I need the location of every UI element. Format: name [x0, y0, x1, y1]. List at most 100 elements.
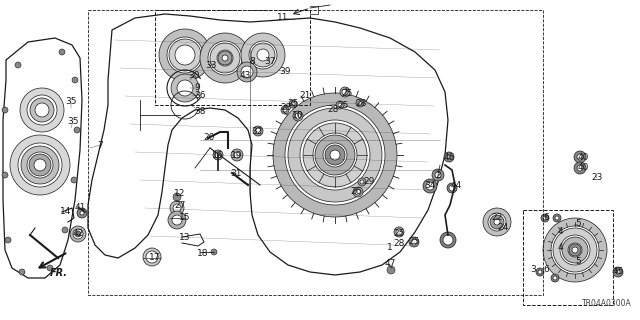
Circle shape: [215, 152, 221, 158]
Circle shape: [569, 244, 581, 256]
Text: 28: 28: [394, 239, 404, 249]
Circle shape: [432, 169, 444, 181]
Circle shape: [10, 135, 70, 195]
Circle shape: [353, 187, 363, 197]
Circle shape: [449, 185, 455, 191]
Circle shape: [237, 62, 257, 82]
Circle shape: [291, 102, 295, 106]
Circle shape: [411, 239, 417, 245]
Text: 28: 28: [280, 102, 292, 111]
Circle shape: [338, 103, 342, 107]
Circle shape: [409, 237, 419, 247]
Circle shape: [330, 150, 340, 160]
Circle shape: [616, 270, 620, 274]
Circle shape: [2, 172, 8, 178]
Circle shape: [218, 51, 232, 65]
Text: 4: 4: [557, 244, 563, 252]
Text: 19: 19: [231, 150, 243, 159]
Circle shape: [211, 249, 217, 255]
Circle shape: [444, 152, 454, 162]
Circle shape: [355, 189, 361, 195]
Circle shape: [325, 145, 345, 165]
Text: TR04A0300A: TR04A0300A: [582, 299, 632, 308]
Circle shape: [20, 88, 64, 132]
Circle shape: [543, 216, 547, 220]
Circle shape: [494, 219, 500, 225]
Text: 38: 38: [195, 107, 205, 116]
Circle shape: [72, 77, 78, 83]
Text: 11: 11: [277, 13, 289, 22]
Text: 23: 23: [591, 173, 603, 182]
Text: 18: 18: [197, 249, 209, 258]
Circle shape: [490, 215, 504, 229]
Text: 35: 35: [65, 98, 77, 107]
Text: 15: 15: [179, 212, 191, 221]
Circle shape: [170, 201, 184, 215]
Circle shape: [572, 247, 578, 253]
Circle shape: [440, 232, 456, 248]
Text: 10: 10: [292, 111, 304, 121]
Circle shape: [435, 172, 441, 178]
Text: 25: 25: [394, 228, 404, 237]
Circle shape: [73, 229, 83, 239]
Text: 22: 22: [492, 213, 502, 222]
Text: 42: 42: [72, 228, 84, 237]
Circle shape: [426, 182, 434, 190]
Text: 45: 45: [612, 267, 624, 276]
Circle shape: [340, 87, 350, 97]
Circle shape: [536, 268, 544, 276]
Circle shape: [553, 276, 557, 280]
Circle shape: [360, 180, 364, 184]
Circle shape: [143, 248, 161, 266]
Circle shape: [255, 128, 261, 134]
Circle shape: [2, 107, 8, 113]
Text: 17: 17: [149, 253, 161, 262]
Circle shape: [172, 215, 182, 225]
Text: 40: 40: [577, 153, 589, 162]
Circle shape: [173, 193, 181, 201]
Circle shape: [173, 204, 181, 212]
Circle shape: [423, 179, 437, 193]
Text: 28: 28: [355, 99, 367, 108]
Text: 32: 32: [252, 126, 262, 135]
Text: 5: 5: [575, 220, 581, 228]
Text: 43: 43: [239, 71, 251, 81]
Circle shape: [59, 49, 65, 55]
Circle shape: [295, 113, 301, 119]
Bar: [88, 10, 543, 295]
Text: 25: 25: [337, 100, 349, 109]
Text: 14: 14: [60, 207, 72, 217]
Circle shape: [553, 228, 597, 272]
Circle shape: [273, 93, 397, 217]
Circle shape: [551, 226, 599, 274]
Circle shape: [253, 126, 263, 136]
Text: 33: 33: [205, 61, 217, 70]
Circle shape: [551, 274, 559, 282]
Text: 29: 29: [364, 177, 374, 186]
Circle shape: [358, 101, 362, 105]
Circle shape: [568, 243, 582, 257]
Circle shape: [281, 106, 289, 114]
Circle shape: [288, 108, 382, 202]
Circle shape: [356, 99, 364, 107]
Circle shape: [613, 267, 623, 277]
Circle shape: [577, 154, 583, 160]
Circle shape: [169, 39, 201, 71]
Text: 46: 46: [444, 153, 454, 162]
Circle shape: [167, 37, 203, 73]
Circle shape: [396, 229, 402, 235]
Text: 47: 47: [384, 260, 396, 268]
Circle shape: [447, 183, 457, 193]
Text: 37: 37: [264, 58, 276, 67]
Circle shape: [159, 29, 211, 81]
Circle shape: [29, 154, 51, 176]
Circle shape: [171, 74, 199, 102]
Circle shape: [283, 108, 287, 112]
Text: 6: 6: [543, 266, 549, 275]
Circle shape: [560, 235, 590, 265]
Text: 2: 2: [435, 171, 441, 180]
Circle shape: [177, 80, 193, 96]
Circle shape: [538, 270, 542, 274]
Circle shape: [541, 214, 549, 222]
Text: 26: 26: [350, 188, 362, 196]
